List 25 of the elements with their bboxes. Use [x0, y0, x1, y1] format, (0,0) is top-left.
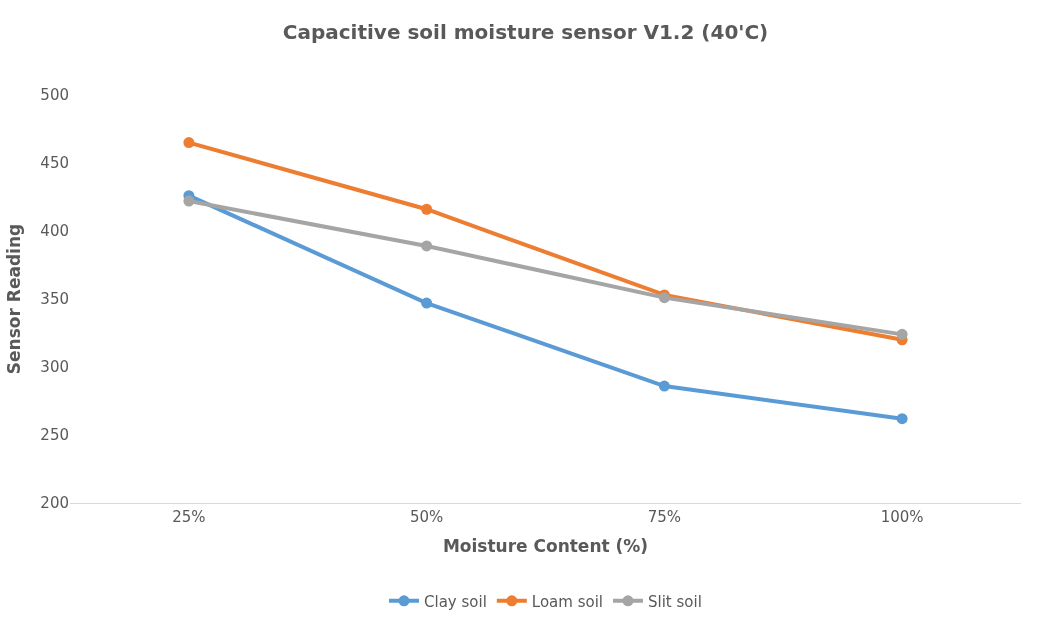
point: [421, 240, 433, 252]
y-tick-label: 350: [40, 290, 69, 309]
point: [421, 297, 433, 309]
x-axis-title: Moisture Content (%): [442, 536, 649, 557]
point: [421, 203, 433, 215]
y-tick-label: 500: [40, 86, 69, 105]
point: [183, 195, 195, 207]
legend-label: Clay soil: [424, 592, 487, 611]
y-tick-label: 400: [40, 222, 69, 241]
chart-title: Capacitive soil moisture sensor V1.2 (40'C): [282, 20, 769, 45]
point: [896, 328, 908, 340]
point: [183, 137, 195, 149]
legend-label: Slit soil: [647, 592, 702, 611]
y-tick-label: 250: [40, 426, 69, 445]
point: [658, 380, 670, 392]
legend-label: Loam soil: [531, 592, 603, 611]
y-tick-label: 300: [40, 358, 69, 377]
point: [896, 413, 908, 425]
x-tick-label: 100%: [880, 508, 924, 526]
x-tick-label: 25%: [172, 508, 206, 526]
y-axis-title: Sensor Reading: [3, 223, 24, 375]
x-tick-label: 50%: [409, 508, 444, 526]
y-tick-label: 200: [40, 494, 69, 513]
y-tick-label: 450: [40, 154, 69, 173]
x-tick-label: 75%: [647, 508, 682, 526]
